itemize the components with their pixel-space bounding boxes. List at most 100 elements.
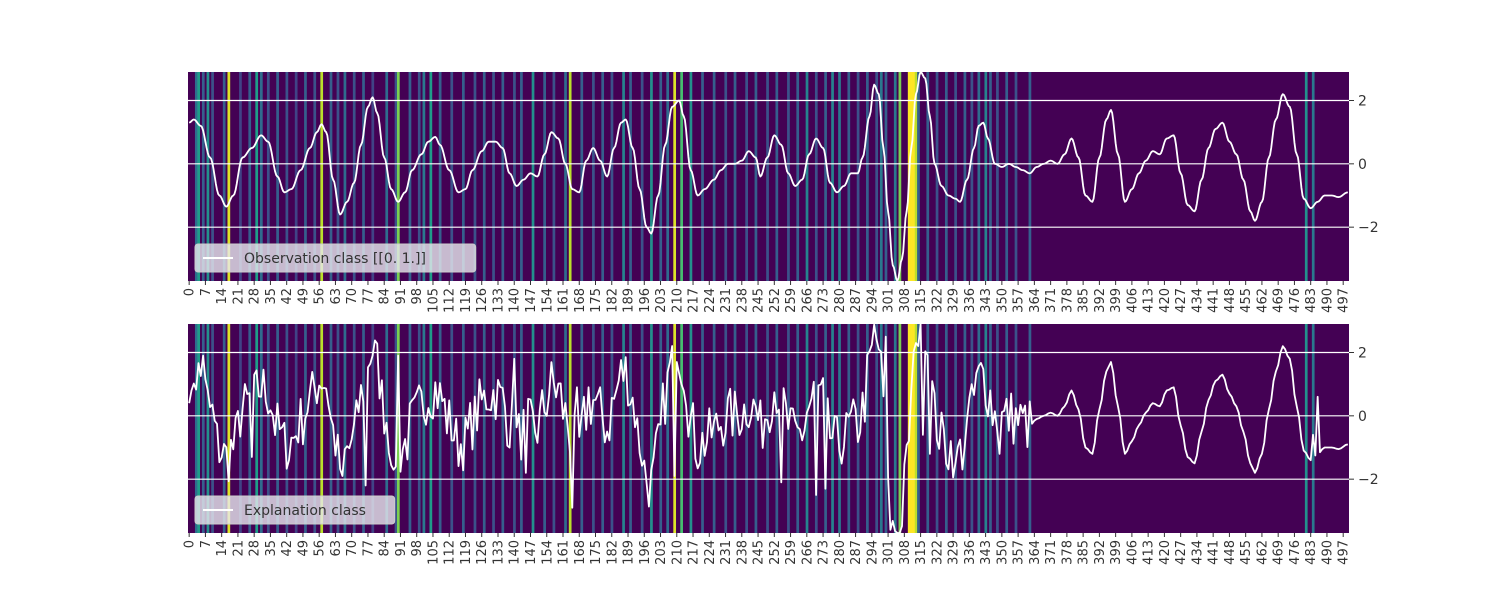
heatmap-cell [884, 324, 888, 533]
heatmap-cell [248, 324, 252, 533]
heatmap-cell [996, 72, 999, 281]
heatmap-cell [666, 72, 670, 281]
heatmap-cell [970, 324, 974, 533]
x-tick-label: 483 [1304, 288, 1319, 313]
heatmap-cell [482, 324, 486, 533]
x-tick-label: 427 [1174, 540, 1189, 565]
heatmap-cell [754, 72, 758, 281]
x-tick-label: 350 [995, 540, 1010, 565]
heatmap-cell [543, 324, 546, 533]
heatmap-cell [473, 324, 477, 533]
heatmap-cell [422, 324, 426, 533]
x-tick-label: 343 [979, 288, 994, 313]
heatmap-cell [680, 72, 683, 281]
y-tick-label: 2 [1358, 346, 1367, 362]
x-tick-label: 217 [687, 540, 702, 565]
heatmap-cell [650, 324, 653, 533]
x-tick-label: 224 [703, 540, 718, 565]
heatmap-cell [276, 324, 279, 533]
heatmap-cell [1005, 324, 1009, 533]
x-tick-label: 245 [752, 288, 767, 313]
x-tick-label: 336 [963, 540, 978, 565]
x-tick-label: 343 [979, 540, 994, 565]
heatmap-cell [650, 72, 653, 281]
heatmap-cell [462, 72, 465, 281]
heatmap-cell [805, 324, 809, 533]
heatmap-cell [320, 324, 324, 533]
x-tick-label: 476 [1288, 540, 1303, 565]
y-tick-label: −2 [1358, 220, 1379, 236]
x-tick-label: 441 [1207, 288, 1222, 313]
heatmap-cell [989, 72, 992, 281]
heatmap-cell [531, 72, 535, 281]
x-tick-label: 119 [459, 540, 474, 565]
x-tick-label: 140 [508, 540, 523, 565]
y-tick-label: 2 [1358, 94, 1367, 110]
heatmap-cell [893, 324, 897, 533]
y-tick-label: 0 [1358, 409, 1367, 425]
x-tick-label: 434 [1190, 288, 1205, 313]
heatmap-cell [580, 72, 584, 281]
x-tick-label: 168 [573, 288, 588, 313]
x-tick-label: 126 [475, 540, 490, 565]
heatmap-cell [689, 324, 693, 533]
x-tick-label: 266 [800, 540, 815, 565]
x-tick-label: 147 [524, 540, 539, 565]
x-tick-label: 455 [1239, 288, 1254, 313]
heatmap-cell [814, 72, 818, 281]
x-tick-label: 399 [1109, 288, 1124, 313]
heatmap-cell [304, 72, 307, 281]
heatmap-cell [701, 72, 704, 281]
x-tick-label: 462 [1255, 540, 1270, 565]
x-tick-label: 63 [329, 288, 344, 305]
x-tick-label: 448 [1223, 540, 1238, 565]
x-tick-label: 392 [1093, 540, 1108, 565]
heatmap-cell [568, 72, 572, 281]
x-tick-label: 105 [426, 540, 441, 565]
heatmap-cell [831, 72, 834, 281]
heatmap-cell [926, 324, 930, 533]
heatmap-cell [838, 324, 841, 533]
heatmap-cell [754, 324, 758, 533]
heatmap-cell [1028, 72, 1032, 281]
heatmap-cell [733, 324, 737, 533]
heatmap-cell [814, 324, 818, 533]
heatmap-cell [194, 72, 198, 281]
legend-box [194, 243, 477, 273]
x-tick-label: 126 [475, 288, 490, 313]
x-tick-label: 35 [264, 288, 279, 305]
x-tick-label: 112 [443, 288, 458, 313]
heatmap-cell [775, 72, 779, 281]
x-tick-label: 448 [1223, 288, 1238, 313]
heatmap-cell [259, 324, 263, 533]
x-tick-label: 413 [1142, 288, 1157, 313]
heatmap-cell [492, 72, 495, 281]
heatmap-cell [568, 324, 572, 533]
heatmap-cell [629, 324, 632, 533]
heatmap-cell [856, 72, 860, 281]
heatmap-cell [893, 72, 897, 281]
heatmap-cell [248, 72, 252, 281]
x-tick-label: 14 [215, 540, 230, 557]
x-tick-label: 161 [557, 288, 572, 313]
heatmap-cell [304, 324, 307, 533]
x-tick-label: 497 [1337, 540, 1352, 565]
heatmap-cell [824, 72, 827, 281]
x-tick-label: 98 [410, 540, 425, 557]
x-tick-label: 0 [183, 540, 198, 548]
x-tick-label: 427 [1174, 288, 1189, 313]
heatmap-cell [201, 324, 205, 533]
x-tick-label: 252 [768, 540, 783, 565]
x-tick-label: 280 [833, 540, 848, 565]
x-tick-label: 7 [199, 540, 214, 548]
legend-label: Explanation class [244, 503, 366, 519]
heatmap-cell [847, 324, 851, 533]
x-tick-label: 161 [557, 540, 572, 565]
x-tick-label: 483 [1304, 540, 1319, 565]
heatmap-cell [935, 72, 939, 281]
heatmap-cell [954, 324, 957, 533]
heatmap-cell [766, 324, 769, 533]
x-tick-label: 203 [654, 540, 669, 565]
heatmap-cell [963, 324, 967, 533]
